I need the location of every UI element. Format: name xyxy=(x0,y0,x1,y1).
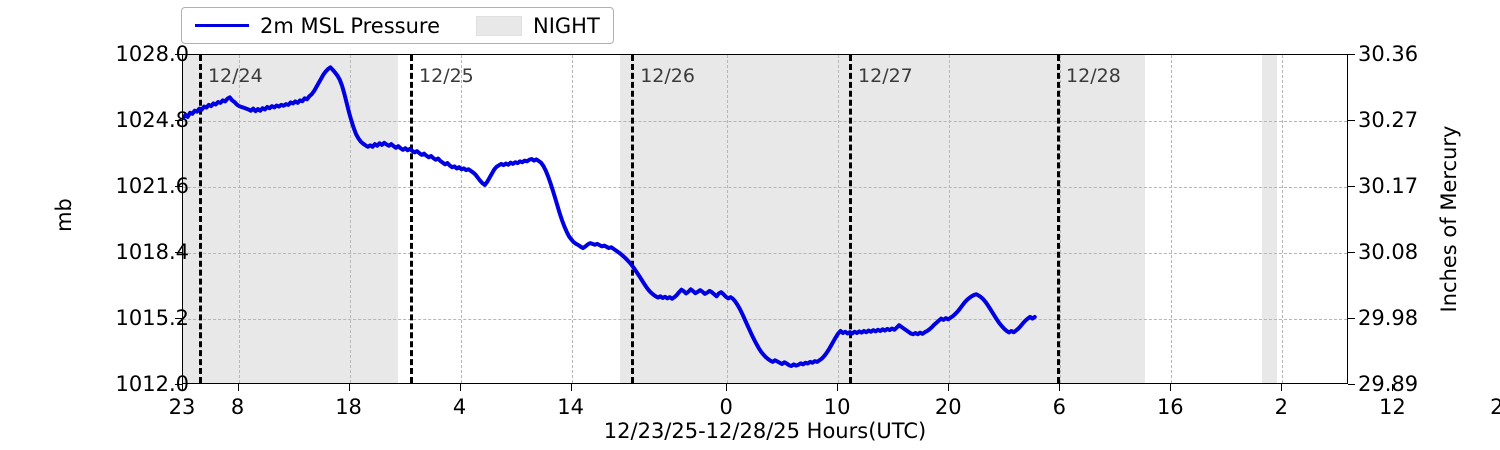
y-axis-left-title: mb xyxy=(52,198,76,232)
x-tick-label: 2 xyxy=(1274,395,1289,419)
y-tick-mark-right xyxy=(1348,252,1355,253)
y-tick-label-right: 30.27 xyxy=(1358,108,1419,132)
x-tick-label: 12 xyxy=(1379,395,1406,419)
x-tick-mark xyxy=(348,384,350,391)
gridline-horizontal xyxy=(183,319,1347,320)
night-band xyxy=(620,55,732,383)
x-tick-mark xyxy=(1170,384,1172,391)
y-tick-mark-left xyxy=(175,54,182,55)
y-axis-right-title: Inches of Mercury xyxy=(1437,125,1461,313)
legend-entry-pressure: 2m MSL Pressure xyxy=(195,14,440,38)
y-tick-label-right: 30.36 xyxy=(1358,42,1419,66)
legend-shade-swatch xyxy=(476,15,522,36)
y-tick-mark-right xyxy=(1348,186,1355,187)
x-tick-label: 4 xyxy=(452,395,467,419)
day-boundary-line xyxy=(410,55,414,383)
gridline-vertical xyxy=(238,55,240,383)
y-tick-mark-right xyxy=(1348,384,1355,385)
y-tick-label-left: 1012.0 xyxy=(115,372,189,396)
night-band xyxy=(842,55,1040,383)
x-tick-label: 8 xyxy=(230,395,245,419)
y-tick-mark-right xyxy=(1348,318,1355,319)
chart-legend: 2m MSL Pressure NIGHT xyxy=(181,7,614,44)
pressure-line xyxy=(183,65,1037,369)
x-tick-mark xyxy=(1059,384,1061,391)
x-tick-label: 16 xyxy=(1156,395,1184,419)
x-tick-label: 14 xyxy=(557,395,585,419)
gridline-vertical xyxy=(571,55,573,383)
y-tick-label-right: 30.08 xyxy=(1358,240,1419,264)
gridline-vertical xyxy=(727,55,729,383)
day-boundary-line xyxy=(1057,55,1061,383)
gridline-vertical xyxy=(949,55,951,383)
day-boundary-label: 12/24 xyxy=(207,65,263,87)
y-tick-mark-right xyxy=(1348,120,1355,121)
legend-label-pressure: 2m MSL Pressure xyxy=(260,13,440,38)
y-tick-mark-left xyxy=(175,120,182,121)
x-tick-mark xyxy=(837,384,839,391)
gridline-vertical xyxy=(1282,55,1284,383)
y-tick-mark-left xyxy=(175,384,182,385)
gridline-vertical xyxy=(1171,55,1173,383)
day-boundary-label: 12/28 xyxy=(1066,65,1121,87)
x-axis-title: 12/23/25-12/28/25 Hours(UTC) xyxy=(603,419,927,443)
x-tick-mark xyxy=(726,384,728,391)
x-tick-label: 20 xyxy=(934,395,962,419)
y-tick-mark-left xyxy=(175,252,182,253)
day-boundary-line xyxy=(849,55,853,383)
plot-area: 12/24 12/25 12/26 12/27 12/28 xyxy=(182,54,1348,384)
x-tick-mark xyxy=(459,384,461,391)
x-tick-mark xyxy=(570,384,572,391)
y-tick-label-left: 1021.6 xyxy=(115,174,189,198)
x-tick-label: 18 xyxy=(335,395,362,419)
y-tick-label-left: 1024.8 xyxy=(115,108,189,132)
y-tick-label-left: 1018.4 xyxy=(115,240,189,264)
gridline-horizontal xyxy=(183,187,1347,188)
x-tick-mark xyxy=(1392,384,1394,391)
y-tick-label-right: 30.17 xyxy=(1358,174,1419,198)
legend-line-swatch xyxy=(195,24,249,27)
gridline-vertical xyxy=(1060,55,1062,383)
day-boundary-line xyxy=(198,55,202,383)
legend-label-night: NIGHT xyxy=(533,13,600,38)
x-tick-label: 6 xyxy=(1052,395,1066,419)
x-tick-label: 22 xyxy=(1490,395,1500,419)
gridline-vertical xyxy=(349,55,351,383)
day-boundary-label: 12/25 xyxy=(419,65,474,87)
x-tick-mark xyxy=(948,384,950,391)
gridline-horizontal xyxy=(183,121,1347,122)
x-tick-mark xyxy=(237,384,239,391)
gridline-vertical xyxy=(838,55,840,383)
gridline-horizontal xyxy=(183,253,1347,254)
pressure-series-svg xyxy=(183,65,1037,369)
x-tick-label: 0 xyxy=(719,395,733,419)
y-tick-label-left: 1028.0 xyxy=(115,42,189,66)
day-boundary-line xyxy=(631,55,635,383)
y-tick-mark-right xyxy=(1348,54,1355,55)
x-tick-mark xyxy=(182,384,183,391)
x-tick-label: 23 xyxy=(168,395,196,419)
day-boundary-label: 12/26 xyxy=(640,65,695,87)
x-tick-label: 10 xyxy=(823,395,851,419)
y-tick-label-left: 1015.2 xyxy=(115,306,189,330)
day-boundary-label: 12/27 xyxy=(858,65,913,87)
y-tick-label-right: 29.89 xyxy=(1358,372,1419,396)
legend-entry-night: NIGHT xyxy=(476,14,600,38)
y-tick-label-right: 29.98 xyxy=(1358,306,1419,330)
gridline-vertical xyxy=(460,55,462,383)
night-band xyxy=(835,55,843,383)
x-tick-mark xyxy=(1281,384,1283,391)
y-tick-mark-left xyxy=(175,186,182,187)
y-tick-mark-left xyxy=(175,318,182,319)
night-band xyxy=(1261,55,1277,383)
